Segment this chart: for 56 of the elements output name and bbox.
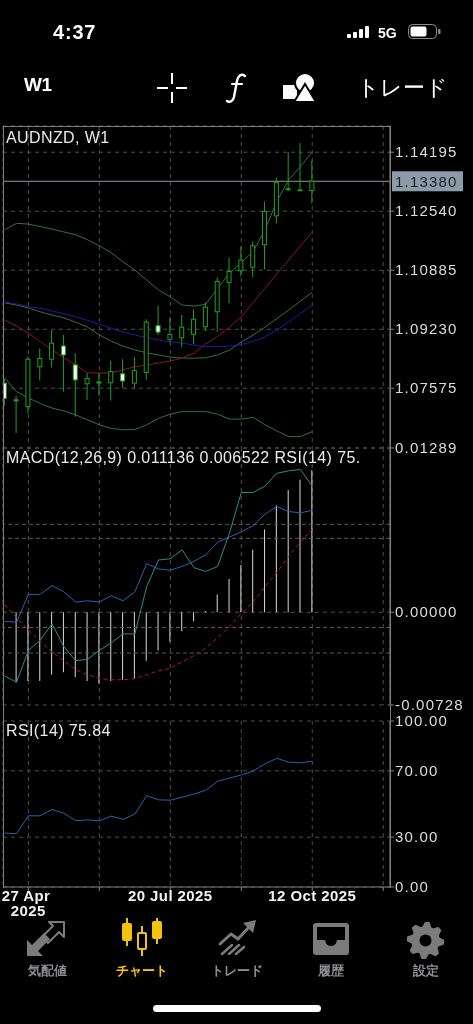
line-series: [4, 505, 313, 623]
y-tick-label: 30.00: [395, 828, 439, 846]
candlestick: [179, 314, 185, 348]
y-tick-label: 1.09230: [395, 320, 458, 338]
text: トレード: [210, 963, 264, 979]
y-tick-label: 0.00000: [395, 603, 458, 621]
chart-title: RSI(14) 75.84: [6, 722, 111, 739]
y-tick-label: 1.07575: [395, 379, 458, 397]
candlestick: [37, 348, 43, 382]
candlestick: [250, 241, 256, 278]
line-series: [4, 469, 313, 683]
candlestick: [96, 372, 102, 397]
y-tick-label: 0.00: [395, 878, 429, 895]
text: 設定: [412, 963, 440, 979]
text: 4:37: [53, 21, 97, 43]
candlestick: [72, 352, 78, 418]
y-tick-label: 100.00: [395, 712, 449, 729]
x-tick-label: 20 Jul 2025: [128, 887, 213, 904]
line-series: [4, 301, 313, 348]
line-series: [4, 757, 313, 835]
y-tick-label: 1.12540: [395, 202, 458, 220]
y-tick-label: 70.00: [395, 761, 439, 779]
candlestick: [285, 151, 291, 192]
candlestick: [238, 246, 244, 277]
y-tick-label: 1.14195: [395, 143, 458, 161]
text: 気配値: [26, 963, 68, 979]
candlestick: [84, 372, 90, 401]
y-tick-label: -0.00728: [395, 696, 464, 713]
line-series: [4, 377, 313, 438]
candlestick: [120, 358, 126, 389]
ref-line-label: 1.13380: [395, 172, 458, 190]
chart-title: MACD(12,26,9) 0.011136 0.006522 RSI(14) 75.: [6, 449, 361, 466]
candlestick: [297, 142, 303, 192]
candlestick: [202, 302, 208, 332]
candlestick: [167, 316, 173, 343]
candlestick: [131, 356, 137, 390]
candlestick: [13, 395, 19, 434]
text: チャート: [115, 963, 169, 979]
text: トレード: [357, 75, 448, 100]
y-tick-label: 0.01289: [395, 439, 458, 456]
text: 5G: [378, 25, 397, 41]
text: W1: [24, 74, 52, 95]
text: 履歴: [317, 963, 345, 979]
x-tick-label: 27 Apr 2025: [1, 887, 55, 919]
candlestick: [309, 160, 315, 204]
candlestick: [191, 308, 197, 345]
candlestick: [49, 329, 55, 368]
candlestick: [155, 305, 161, 336]
x-tick-label: 12 Oct 2025: [268, 887, 357, 904]
y-tick-label: 1.10885: [395, 261, 458, 279]
candlestick: [226, 257, 232, 304]
line-series: [4, 528, 313, 681]
candlestick: [60, 334, 66, 393]
chart-title: AUDNZD, W1: [6, 129, 110, 146]
candlestick: [108, 360, 114, 402]
line-series: [4, 291, 313, 359]
